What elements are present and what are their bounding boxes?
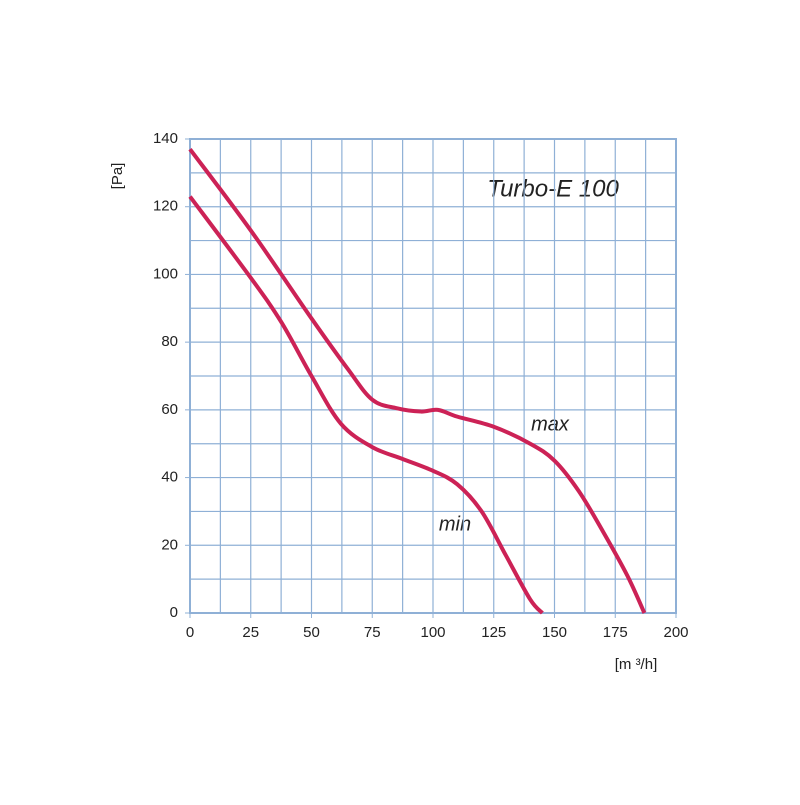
x-tick-label: 150 [542, 624, 567, 641]
y-tick-label: 60 [161, 401, 178, 418]
line-series [188, 195, 544, 615]
y-tick-label: 100 [153, 265, 178, 282]
x-axis-label: [m ³/h] [615, 656, 658, 673]
x-tick-label: 0 [186, 624, 194, 641]
x-tick-label: 75 [364, 624, 381, 641]
y-tick-label: 80 [161, 333, 178, 350]
x-tick-label: 25 [242, 624, 259, 641]
y-tick-label: 20 [161, 536, 178, 553]
y-tick-label: 140 [153, 130, 178, 147]
x-tick-label: 100 [420, 624, 445, 641]
series-label: min [439, 513, 471, 535]
y-tick-label: 120 [153, 198, 178, 215]
x-tick-label: 175 [603, 624, 628, 641]
series-label: max [531, 413, 570, 435]
x-tick-label: 125 [481, 624, 506, 641]
line-series [188, 147, 647, 614]
chart-title: Turbo-E 100 [487, 175, 619, 202]
x-tick-label: 50 [303, 624, 320, 641]
y-tick-label: 0 [170, 604, 178, 621]
x-tick-label: 200 [663, 624, 688, 641]
y-tick-label: 40 [161, 469, 178, 486]
y-axis-label: [Pa] [109, 163, 126, 190]
